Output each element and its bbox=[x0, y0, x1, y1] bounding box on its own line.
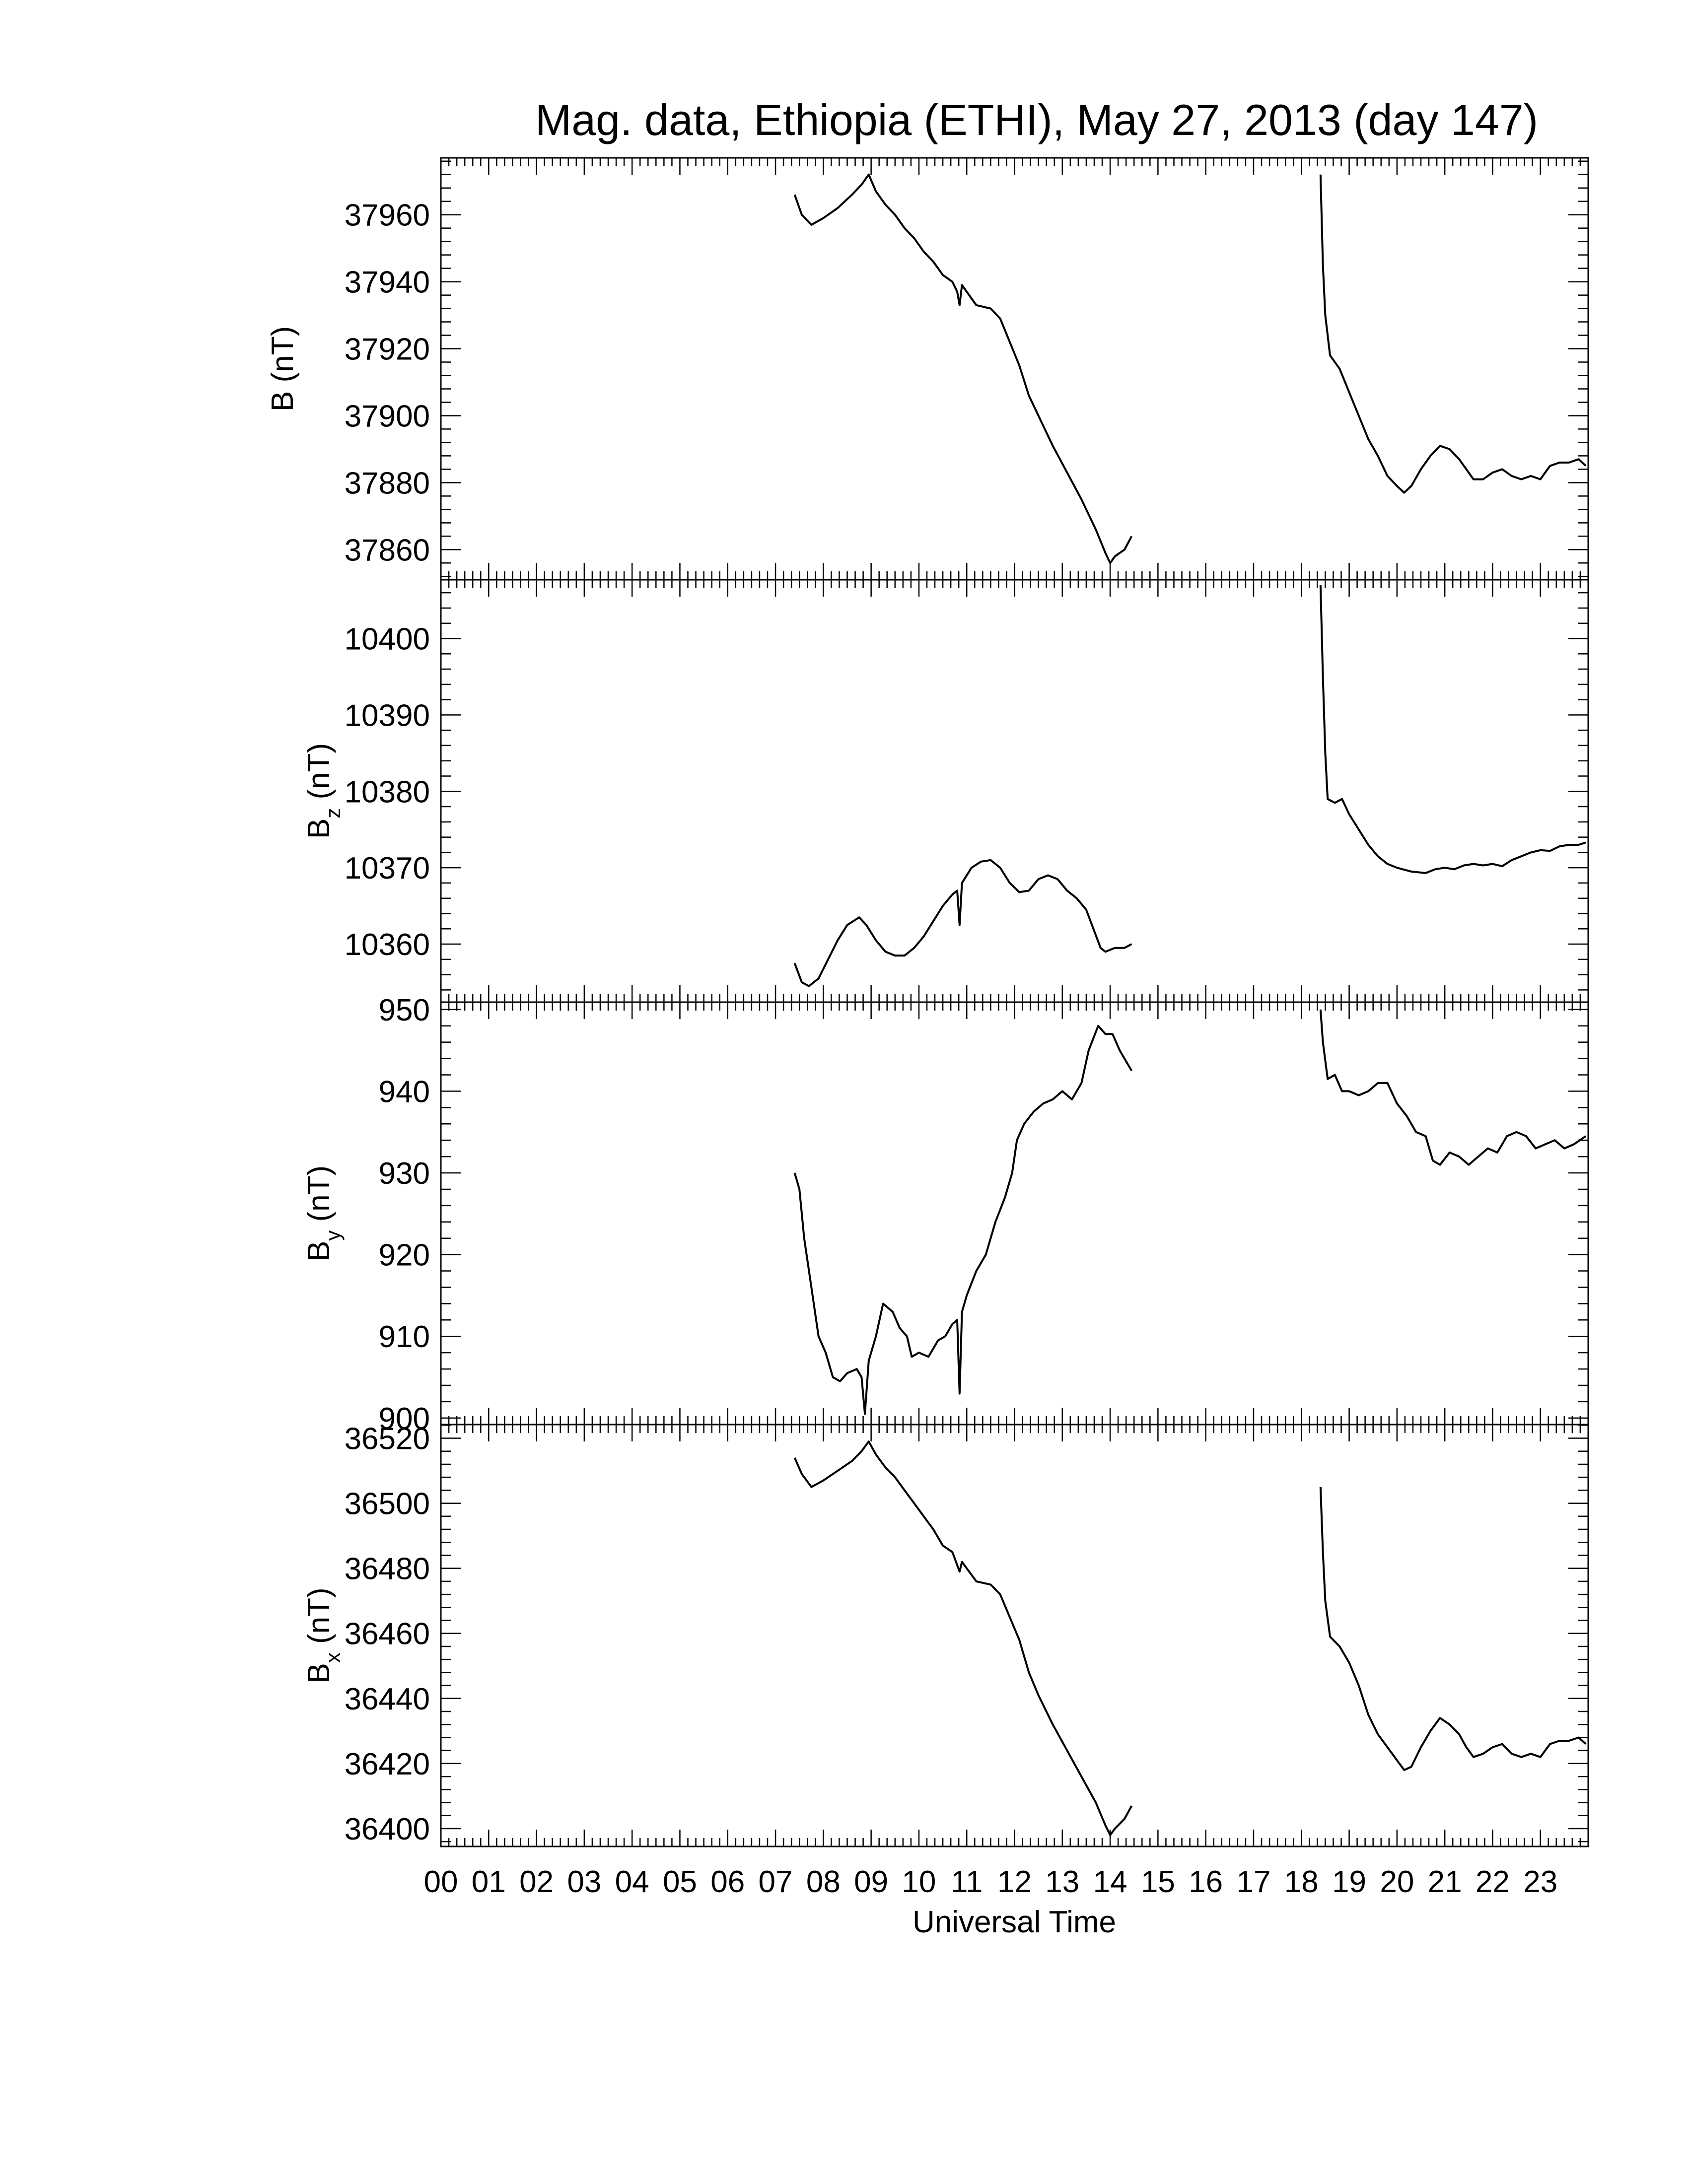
panel-frame bbox=[440, 1001, 1589, 1426]
y-tick-label: 36400 bbox=[345, 1812, 430, 1846]
x-axis-label: Universal Time bbox=[913, 1905, 1116, 1939]
panel-Bz: 10360 10370 10380 10390 10400 Bz (nT) bbox=[302, 579, 1589, 1003]
x-tick-label: 22 bbox=[1476, 1865, 1510, 1899]
panel-By: 900 910 920 930 940 950 By (nT) bbox=[302, 993, 1589, 1436]
x-tick-label: 19 bbox=[1332, 1865, 1366, 1899]
x-tick-label: 10 bbox=[902, 1865, 936, 1899]
x-tick-label: 01 bbox=[472, 1865, 506, 1899]
x-tick-label: 02 bbox=[519, 1865, 554, 1899]
panel-frame bbox=[440, 1424, 1589, 1847]
y-tick-label: 37900 bbox=[345, 399, 430, 433]
x-tick-label: 06 bbox=[710, 1865, 745, 1899]
x-tick-label: 18 bbox=[1284, 1865, 1319, 1899]
chart-title: Mag. data, Ethiopia (ETHI), May 27, 2013… bbox=[535, 95, 1538, 144]
y-tick-label: 36480 bbox=[345, 1552, 430, 1586]
x-ticks bbox=[440, 1002, 1589, 1425]
x-tick-label: 05 bbox=[663, 1865, 697, 1899]
series-line-By-1 bbox=[793, 1024, 1133, 1415]
y-ticks bbox=[441, 1425, 1588, 1843]
y-tick-label: 10360 bbox=[345, 928, 430, 962]
y-tick-label: 10400 bbox=[345, 622, 430, 656]
x-axis-tick-labels: 00 01 02 03 04 05 06 07 08 09 10 11 12 13 14 15 16 17 18 19… bbox=[424, 1865, 1558, 1899]
y-tick-label: 930 bbox=[379, 1157, 430, 1191]
y-axis-label: Bx (nT) bbox=[302, 1587, 345, 1683]
y-tick-label: 37880 bbox=[345, 466, 430, 500]
x-tick-label: 21 bbox=[1428, 1865, 1462, 1899]
x-tick-label: 09 bbox=[854, 1865, 888, 1899]
series-line-B-2 bbox=[1319, 174, 1587, 494]
y-axis-label: By (nT) bbox=[302, 1165, 345, 1261]
x-tick-label: 23 bbox=[1523, 1865, 1557, 1899]
x-tick-label: 04 bbox=[615, 1865, 649, 1899]
series-line-Bx-1 bbox=[793, 1440, 1133, 1837]
y-tick-label: 10370 bbox=[345, 851, 430, 886]
x-ticks bbox=[440, 580, 1589, 1002]
x-tick-label: 03 bbox=[567, 1865, 601, 1899]
y-ticks bbox=[441, 1009, 1588, 1419]
x-tick-label: 00 bbox=[424, 1865, 458, 1899]
x-ticks bbox=[440, 1425, 1589, 1846]
y-tick-label: 920 bbox=[379, 1238, 430, 1273]
panel-Bx: 36400 36420 36440 36460 36480 36500 36520 Bx (n… bbox=[302, 1422, 1589, 1847]
y-tick-label: 900 bbox=[379, 1402, 430, 1436]
y-ticks bbox=[441, 160, 1588, 577]
y-tick-label: 36520 bbox=[345, 1422, 430, 1456]
x-tick-label: 20 bbox=[1380, 1865, 1414, 1899]
y-axis-label: B (nT) bbox=[266, 326, 300, 411]
series-line-Bz-1 bbox=[793, 859, 1132, 987]
x-tick-label: 07 bbox=[759, 1865, 793, 1899]
panel-frame bbox=[440, 157, 1589, 581]
series-line-Bz-2 bbox=[1319, 585, 1586, 874]
x-tick-label: 16 bbox=[1189, 1865, 1223, 1899]
x-tick-label: 15 bbox=[1141, 1865, 1175, 1899]
series-line-Bx-2 bbox=[1319, 1487, 1587, 1771]
x-tick-label: 11 bbox=[951, 1865, 983, 1899]
series-line-By-2 bbox=[1319, 1009, 1587, 1166]
x-ticks bbox=[440, 158, 1589, 580]
y-tick-label: 950 bbox=[379, 993, 430, 1027]
panel-frame bbox=[440, 579, 1589, 1003]
y-tick-label: 940 bbox=[379, 1075, 430, 1109]
y-tick-label: 37960 bbox=[345, 199, 430, 233]
panel-B: 37860 37880 37900 37920 37940 37960 B (nT) bbox=[266, 157, 1589, 581]
y-tick-label: 10390 bbox=[345, 698, 430, 733]
x-tick-label: 14 bbox=[1093, 1865, 1127, 1899]
x-tick-label: 13 bbox=[1045, 1865, 1079, 1899]
series-line-B-1 bbox=[793, 173, 1133, 564]
y-tick-label: 37920 bbox=[345, 333, 430, 367]
y-tick-label: 36420 bbox=[345, 1747, 430, 1781]
y-tick-label: 36440 bbox=[345, 1682, 430, 1716]
chart-panels: 37860 37880 37900 37920 37940 37960 B (nT) 1036… bbox=[266, 157, 1589, 1847]
y-tick-label: 36500 bbox=[345, 1487, 430, 1521]
y-tick-label: 10380 bbox=[345, 775, 430, 809]
y-tick-label: 37860 bbox=[345, 533, 430, 567]
x-tick-label: 12 bbox=[997, 1865, 1032, 1899]
y-axis-label: Bz (nT) bbox=[302, 743, 345, 839]
y-tick-label: 910 bbox=[379, 1320, 430, 1354]
y-tick-label: 37940 bbox=[345, 266, 430, 300]
x-tick-label: 17 bbox=[1236, 1865, 1270, 1899]
y-tick-label: 36460 bbox=[345, 1617, 430, 1651]
x-tick-label: 08 bbox=[806, 1865, 841, 1899]
y-ticks bbox=[441, 592, 1588, 991]
